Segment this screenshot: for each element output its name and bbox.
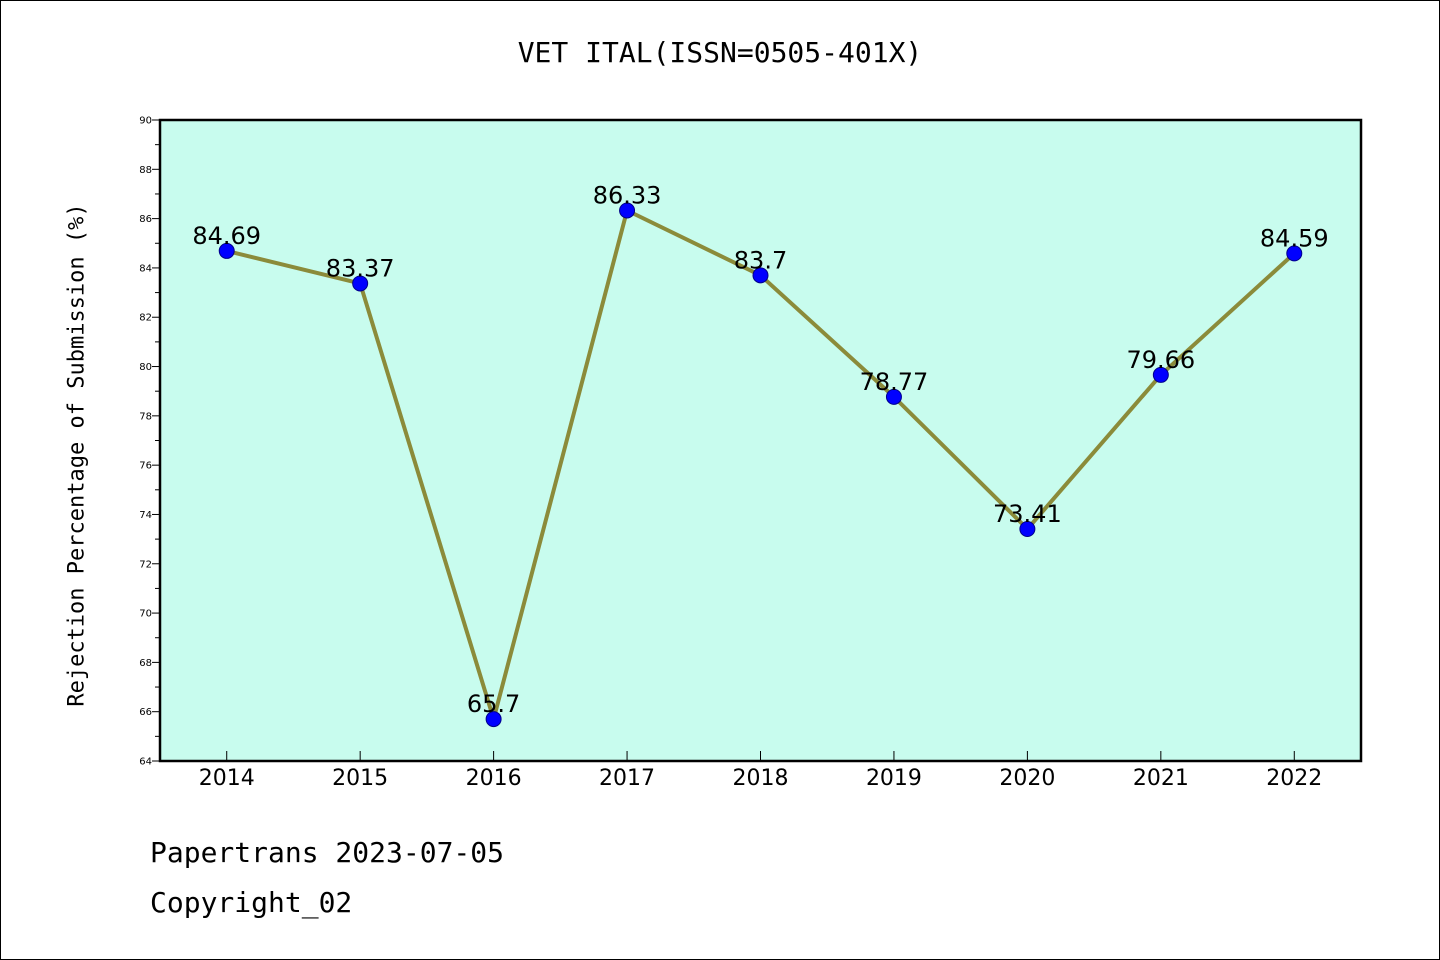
data-point	[485, 711, 502, 728]
series-markers	[218, 202, 1303, 728]
plot-border	[158, 118, 1363, 763]
data-label: 86.33	[593, 181, 662, 209]
data-labels: 84.69 83.37 65.7 86.33 83.7 78.77 73.41 79.66 84…	[192, 181, 1328, 718]
data-label: 84.69	[192, 222, 261, 250]
x-tick-label: 2017	[599, 766, 655, 791]
y-tick-label: 66	[139, 707, 152, 718]
x-tick-label: 2014	[199, 766, 255, 791]
data-label: 84.59	[1260, 224, 1329, 252]
data-label: 83.37	[326, 254, 395, 282]
data-label: 83.7	[734, 246, 787, 274]
data-label: 79.66	[1126, 346, 1195, 374]
x-tick-label: 2022	[1266, 766, 1322, 791]
y-tick-label: 72	[139, 559, 152, 570]
y-tick-label: 68	[139, 658, 152, 669]
y-tick-label: 78	[139, 411, 152, 422]
y-tick-label: 80	[139, 362, 152, 373]
data-point	[752, 267, 769, 284]
data-point	[218, 242, 235, 259]
plot-area	[160, 120, 1361, 761]
y-tick-label: 74	[139, 510, 152, 521]
y-axis: 64 66 68 70 72 74 76 78 80 82 84 86 88 90	[139, 116, 160, 768]
footer-date: Papertrans 2023-07-05	[150, 836, 505, 869]
data-point	[1286, 245, 1303, 262]
data-point	[352, 275, 369, 292]
data-point	[619, 202, 636, 219]
x-tick-label: 2020	[999, 766, 1055, 791]
y-tick-label: 90	[139, 116, 152, 127]
y-tick-label: 84	[139, 263, 152, 274]
data-label: 78.77	[860, 368, 929, 396]
y-tick-label: 88	[139, 165, 152, 176]
y-tick-label: 70	[139, 609, 152, 620]
x-axis: 2014 2015 2016 2017 2018 2019 2020 2021 2022	[199, 751, 1322, 791]
x-tick-label: 2018	[733, 766, 789, 791]
x-tick-label: 2015	[332, 766, 388, 791]
data-point	[1152, 366, 1169, 383]
data-point	[885, 388, 902, 405]
data-label: 65.7	[467, 690, 520, 718]
chart-title: VET ITAL(ISSN=0505-401X)	[517, 36, 923, 69]
y-tick-label: 76	[139, 461, 152, 472]
x-tick-label: 2016	[466, 766, 522, 791]
data-label: 73.41	[993, 500, 1062, 528]
y-tick-label: 64	[139, 757, 152, 768]
x-tick-label: 2019	[866, 766, 922, 791]
y-tick-label: 86	[139, 214, 152, 225]
footer-copyright: Copyright_02	[150, 886, 353, 919]
x-tick-label: 2021	[1133, 766, 1189, 791]
y-tick-label: 82	[139, 313, 152, 324]
data-point	[1019, 521, 1036, 538]
